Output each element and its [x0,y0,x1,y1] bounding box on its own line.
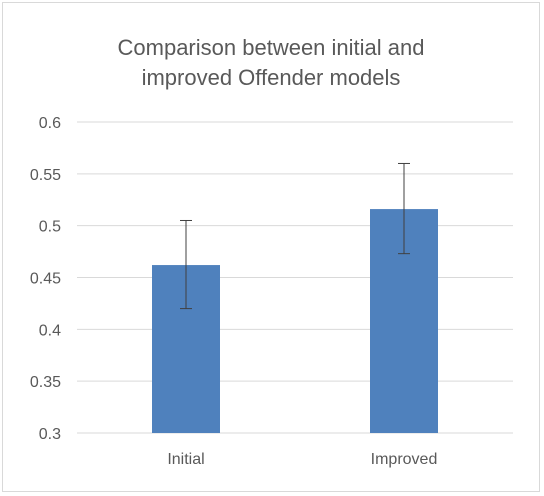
y-tick-label: 0.55 [30,167,61,184]
y-tick-label: 0.4 [39,322,61,339]
x-category-label: Initial [167,451,204,468]
y-tick-label: 0.3 [39,426,61,443]
x-category-label: Improved [371,451,438,468]
bar-chart: Comparison between initial and improved … [30,35,513,468]
y-tick-label: 0.5 [39,219,61,236]
chart-frame: Comparison between initial and improved … [2,2,540,492]
chart-title-line-1: Comparison between initial and [118,35,425,60]
gridlines [77,121,513,434]
y-tick-label: 0.6 [39,115,61,132]
x-axis-category-labels: Initial Improved [167,451,437,468]
y-tick-label: 0.35 [30,374,61,391]
error-bar-initial [180,219,192,310]
bars [152,209,438,433]
chart-title-line-2: improved Offender models [142,65,401,90]
y-tick-label: 0.45 [30,271,61,288]
y-axis-tick-labels: 0.3 0.35 0.4 0.45 0.5 0.55 0.6 [30,115,61,443]
error-bar-improved [398,162,410,255]
chart-title: Comparison between initial and improved … [118,35,425,90]
error-bars [180,162,410,310]
